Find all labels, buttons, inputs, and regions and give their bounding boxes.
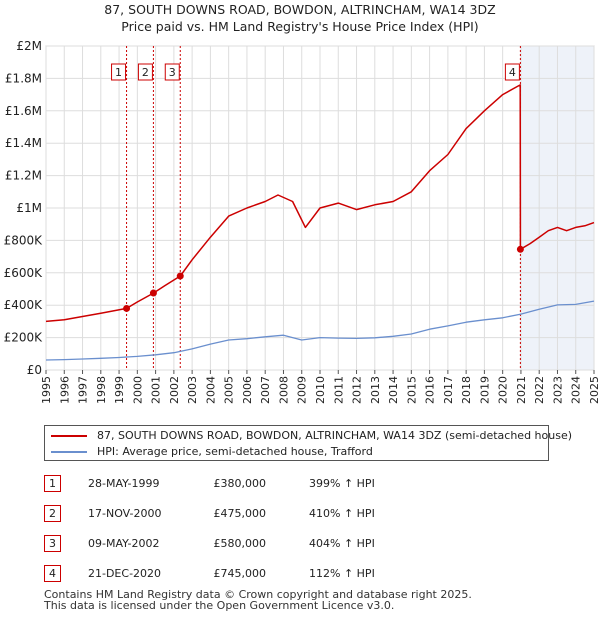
legend-swatch-blue [51, 451, 87, 453]
x-tick-label: 2023 [551, 376, 564, 404]
y-tick-label: £800K [4, 233, 44, 247]
sale-label-text: 1 [115, 66, 122, 79]
sale-point [516, 245, 524, 253]
y-tick-label: £1.8M [5, 71, 42, 85]
x-tick-label: 2004 [204, 376, 217, 404]
y-tick-label: £600K [4, 266, 44, 280]
sale-row: 2 17-NOV-2000 £475,000 410% ↑ HPI [44, 500, 564, 530]
sale-hpi: 112% ↑ HPI [309, 567, 375, 580]
x-tick-label: 2016 [424, 376, 437, 404]
footer-copyright: Contains HM Land Registry data © Crown c… [44, 588, 472, 601]
y-tick-label: £1.2M [5, 169, 42, 183]
sale-label-box [137, 63, 153, 81]
chart-title: 87, SOUTH DOWNS ROAD, BOWDON, ALTRINCHAM… [0, 1, 600, 35]
x-tick-label: 2020 [497, 376, 510, 404]
x-tick-label: 2008 [277, 376, 290, 404]
x-tick-label: 1998 [95, 376, 108, 404]
sale-price: £475,000 [213, 507, 267, 520]
x-tick-label: 2011 [332, 376, 345, 404]
sale-row: 4 21-DEC-2020 £745,000 112% ↑ HPI [44, 560, 564, 590]
sale-date: 09-MAY-2002 [88, 537, 160, 550]
x-tick-label: 2002 [168, 376, 181, 404]
chart-title-line1: 87, SOUTH DOWNS ROAD, BOWDON, ALTRINCHAM… [104, 2, 496, 17]
x-tick-label: 2022 [533, 376, 546, 404]
y-tick-label: £200K [4, 331, 44, 345]
y-tick-label: £1.4M [5, 136, 42, 150]
x-tick-label: 1999 [113, 376, 126, 404]
legend: 87, SOUTH DOWNS ROAD, BOWDON, ALTRINCHAM… [44, 425, 572, 461]
sales-table: 1 28-MAY-1999 £380,000 399% ↑ HPI 2 17-N… [44, 470, 564, 590]
x-tick-label: 2006 [241, 376, 254, 404]
x-tick-label: 2012 [351, 376, 364, 404]
x-tick-label: 2010 [314, 376, 327, 404]
x-tick-label: 2000 [131, 376, 144, 404]
x-tick-label: 1996 [58, 376, 71, 404]
x-tick-label: 2013 [369, 376, 382, 404]
footer-licence: This data is licensed under the Open Gov… [44, 599, 395, 612]
sale-label-text: 4 [509, 66, 516, 79]
sale-row: 3 09-MAY-2002 £580,000 404% ↑ HPI [44, 530, 564, 560]
sale-label-text: 3 [169, 66, 176, 79]
y-tick-label: £1M [16, 201, 42, 215]
sale-price: £745,000 [213, 567, 267, 580]
sale-marker-label: 4 [44, 565, 61, 582]
y-tick-label: £2M [16, 39, 42, 53]
sale-date: 28-MAY-1999 [88, 477, 160, 490]
x-tick-label: 2021 [515, 376, 528, 404]
x-tick-label: 2019 [478, 376, 491, 404]
x-tick-label: 2001 [150, 376, 163, 404]
sale-label-box [504, 63, 520, 81]
legend-label-hpi: HPI: Average price, semi-detached house,… [97, 445, 373, 458]
sale-marker-label: 2 [44, 505, 61, 522]
sale-price: £380,000 [213, 477, 267, 490]
y-tick-label: £400K [4, 298, 44, 312]
x-tick-label: 2025 [588, 376, 600, 404]
chart-title-line2: Price paid vs. HM Land Registry's House … [121, 19, 479, 34]
sale-price: £580,000 [213, 537, 267, 550]
price-chart: £0 £200K £400K £600K £800K £1M £1.2M £1.4M £1.6M… [4, 39, 600, 404]
y-tick-label: £1.6M [5, 104, 42, 118]
sale-row: 1 28-MAY-1999 £380,000 399% ↑ HPI [44, 470, 564, 500]
x-tick-label: 2018 [460, 376, 473, 404]
sale-label-box [164, 63, 180, 81]
legend-label-property: 87, SOUTH DOWNS ROAD, BOWDON, ALTRINCHAM… [97, 429, 573, 442]
sale-date: 21-DEC-2020 [88, 567, 162, 580]
sale-point [176, 272, 184, 280]
sale-hpi: 410% ↑ HPI [309, 507, 375, 520]
sale-date: 17-NOV-2000 [88, 507, 162, 520]
hpi-line [45, 300, 595, 361]
x-tick-label: 2003 [186, 376, 199, 404]
x-tick-label: 2024 [570, 376, 583, 404]
y-tick-label: £0 [27, 363, 42, 377]
sale-label-text: 2 [142, 66, 149, 79]
x-tick-label: 2009 [296, 376, 309, 404]
sale-point [123, 304, 131, 312]
x-tick-label: 1997 [77, 376, 90, 404]
footer: Contains HM Land Registry data © Crown c… [44, 589, 472, 611]
x-tick-label: 2017 [442, 376, 455, 404]
x-tick-label: 2015 [405, 376, 418, 404]
sale-label-box [111, 63, 127, 81]
x-tick-label: 2014 [387, 376, 400, 404]
sale-marker-label: 1 [44, 475, 61, 492]
sale-hpi: 399% ↑ HPI [309, 477, 375, 490]
x-tick-label: 2005 [223, 376, 236, 404]
x-tick-label: 2007 [259, 376, 272, 404]
sale-point [149, 289, 157, 297]
x-tick-label: 1995 [40, 376, 53, 404]
legend-swatch-red [51, 435, 87, 437]
sale-marker-label: 3 [44, 535, 61, 552]
sale-hpi: 404% ↑ HPI [309, 537, 375, 550]
